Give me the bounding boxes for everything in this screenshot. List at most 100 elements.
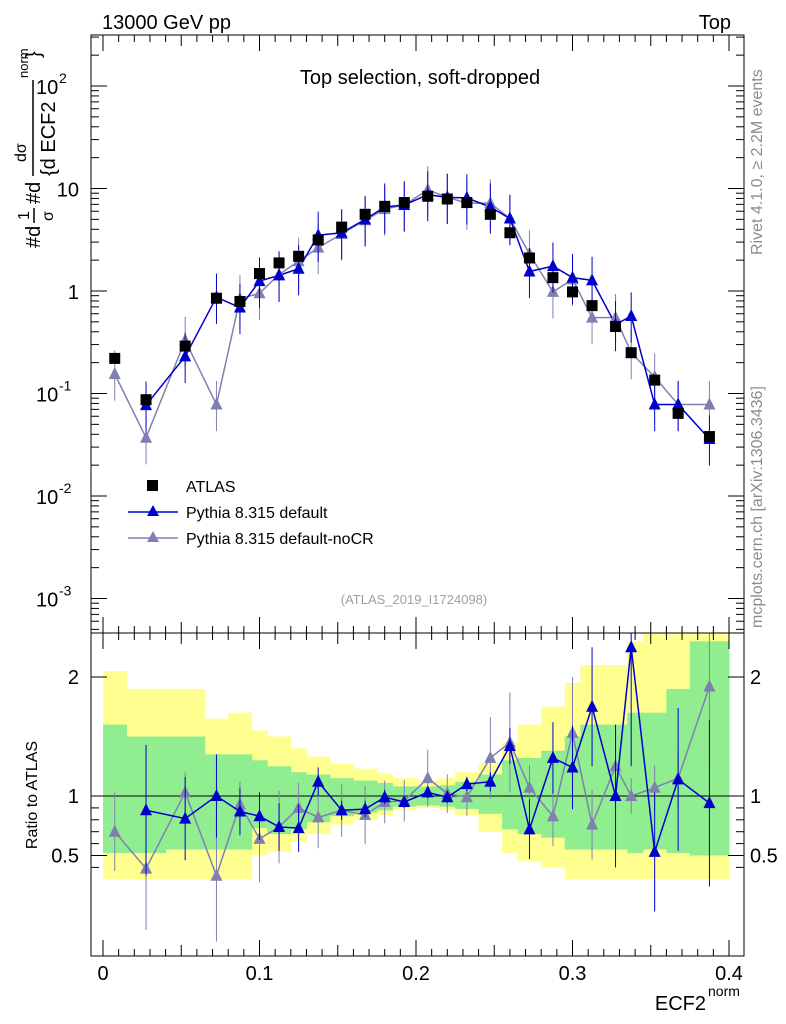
ratio-point-default bbox=[609, 789, 622, 801]
series-line-nocr bbox=[114, 189, 710, 440]
data-point-atlas bbox=[625, 347, 637, 359]
ratio-point-default bbox=[586, 699, 599, 712]
ratio-point-default bbox=[292, 821, 305, 834]
analysis-tag: (ATLAS_2019_I1724098) bbox=[341, 592, 487, 607]
ratio-point-default bbox=[210, 789, 223, 801]
x-tick-label: 0.3 bbox=[559, 963, 587, 985]
data-point-default bbox=[503, 211, 516, 224]
data-point-nocr bbox=[703, 397, 716, 410]
data-point-default bbox=[179, 349, 192, 362]
ratio-point-default bbox=[503, 739, 516, 752]
ratio-point-default bbox=[140, 803, 153, 816]
data-point-default bbox=[292, 261, 305, 274]
ratio-point-default bbox=[566, 760, 579, 773]
x-axis-label: ECF2 bbox=[655, 993, 706, 1015]
data-point-default bbox=[546, 259, 559, 272]
header-left: 13000 GeV pp bbox=[102, 12, 231, 34]
main-y-tick-label-exp: 2 bbox=[59, 70, 67, 86]
data-point-atlas bbox=[504, 227, 516, 239]
data-point-atlas bbox=[140, 394, 152, 406]
main-y-tick-label-exp: -2 bbox=[59, 480, 72, 496]
ratio-frame bbox=[90, 632, 745, 957]
data-point-atlas bbox=[312, 234, 324, 246]
ratio-y-axis-label: Ratio to ATLAS bbox=[24, 741, 41, 849]
data-point-default bbox=[625, 309, 638, 322]
ratio-point-default bbox=[625, 640, 638, 653]
data-point-atlas bbox=[649, 374, 661, 386]
ratio-point-default bbox=[441, 790, 454, 803]
ratio-point-nocr bbox=[312, 810, 325, 823]
ratio-point-default bbox=[648, 844, 661, 857]
main-y-tick-label-exp: -3 bbox=[59, 583, 72, 599]
ratio-point-default bbox=[233, 804, 246, 817]
ratio-y-tick-label-left: 2 bbox=[68, 667, 79, 689]
ratio-point-nocr bbox=[523, 780, 536, 793]
data-point-atlas bbox=[379, 200, 391, 212]
ratio-point-default bbox=[359, 802, 372, 815]
ratio-point-nocr bbox=[108, 824, 121, 837]
ylabel-frac1-den: σ bbox=[40, 211, 57, 221]
ratio-point-nocr bbox=[546, 809, 559, 822]
ratio-point-default bbox=[398, 794, 411, 807]
header-right: Top bbox=[699, 12, 731, 34]
data-point-atlas bbox=[254, 268, 265, 280]
main-y-tick-label: 1 bbox=[68, 282, 79, 304]
ratio-point-nocr bbox=[484, 750, 497, 763]
main-y-axis-label: #d 1 σ #d dσ {d ECF2 norm } bbox=[13, 48, 60, 248]
main-y-tick-label-exp: -1 bbox=[59, 378, 72, 394]
ylabel-frac2-num: dσ bbox=[13, 143, 30, 162]
ratio-point-default bbox=[546, 750, 559, 763]
data-point-default bbox=[253, 274, 266, 287]
x-tick-label: 0.4 bbox=[715, 963, 743, 985]
ratio-point-default bbox=[378, 790, 391, 803]
data-point-atlas bbox=[398, 197, 410, 209]
ratio-point-nocr bbox=[586, 817, 599, 830]
rivet-label: Rivet 4.1.0, ≥ 2.2M events bbox=[749, 69, 766, 255]
data-point-default bbox=[273, 268, 286, 281]
data-point-atlas bbox=[441, 193, 453, 205]
data-point-atlas bbox=[547, 272, 559, 284]
data-point-nocr bbox=[108, 366, 121, 379]
legend-atlas-marker bbox=[147, 480, 158, 491]
x-axis-label-sup: norm bbox=[708, 983, 740, 999]
legend-nocr-marker bbox=[147, 531, 159, 542]
ratio-point-default bbox=[312, 774, 325, 787]
ratio-point-default bbox=[484, 774, 497, 787]
main-y-tick-label: 10 bbox=[36, 590, 58, 612]
x-tick-label: 0 bbox=[97, 963, 108, 985]
legend-atlas-label: ATLAS bbox=[186, 479, 236, 496]
main-title: Top selection, soft-dropped bbox=[300, 67, 540, 89]
ratio-point-nocr bbox=[421, 771, 434, 784]
data-point-atlas bbox=[109, 352, 121, 364]
band-inner bbox=[103, 724, 127, 854]
data-point-atlas bbox=[484, 208, 496, 220]
ratio-y-tick-label-right: 2 bbox=[750, 667, 761, 689]
data-point-atlas bbox=[461, 197, 473, 209]
ratio-y-tick-label-right: 1 bbox=[750, 786, 761, 808]
data-point-atlas bbox=[422, 190, 434, 202]
series-line-default bbox=[145, 193, 710, 440]
band-inner bbox=[502, 760, 519, 830]
data-point-default bbox=[648, 397, 661, 410]
data-point-atlas bbox=[210, 292, 222, 304]
main-y-tick-label: 10 bbox=[36, 77, 58, 99]
ratio-point-default bbox=[421, 785, 434, 798]
data-point-nocr bbox=[586, 310, 599, 323]
ratio-point-default bbox=[273, 819, 286, 832]
ylabel-close: } bbox=[23, 51, 45, 58]
ylabel-prefix: #d bbox=[23, 226, 45, 248]
mcplots-label: mcplots.cern.ch [arXiv:1306.3436] bbox=[749, 386, 766, 628]
data-point-atlas bbox=[359, 208, 371, 220]
ratio-point-default bbox=[253, 809, 266, 822]
main-y-tick-label: 10 bbox=[57, 180, 79, 202]
data-point-default bbox=[566, 270, 579, 283]
ratio-y-tick-label-left: 0.5 bbox=[51, 846, 79, 868]
data-point-atlas bbox=[293, 250, 305, 262]
data-point-atlas bbox=[523, 252, 535, 264]
ratio-y-tick-label-left: 1 bbox=[68, 786, 79, 808]
data-point-default bbox=[586, 273, 599, 286]
data-point-atlas bbox=[610, 321, 622, 333]
main-y-tick-label: 10 bbox=[36, 385, 58, 407]
